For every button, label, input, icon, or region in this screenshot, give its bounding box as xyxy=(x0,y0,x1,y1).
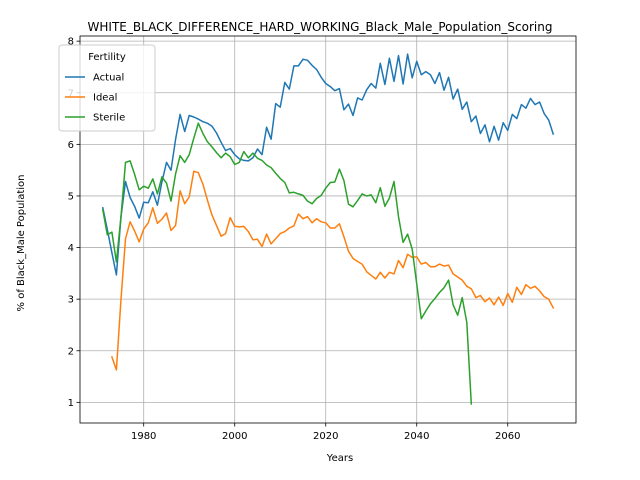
legend-title: Fertility xyxy=(88,52,126,63)
y-tick-label: 5 xyxy=(68,191,74,202)
legend-items: Actual Ideal Sterile xyxy=(65,73,125,124)
x-axis-label: Years xyxy=(326,453,353,464)
y-tick-label: 1 xyxy=(68,398,74,409)
y-tick-label: 4 xyxy=(68,243,74,254)
y-axis-label: % of Black_Male Population xyxy=(16,175,27,312)
legend-label-sterile: Sterile xyxy=(93,113,125,124)
x-tick-label: 1980 xyxy=(131,431,156,442)
series-line-sterile xyxy=(101,122,473,405)
legend: Fertility Actual Ideal Sterile xyxy=(58,44,156,132)
y-tick-label: 3 xyxy=(68,295,74,306)
x-tick-label: 2000 xyxy=(222,431,247,442)
y-tick-label: 8 xyxy=(68,37,74,48)
grid-lines xyxy=(80,36,576,423)
x-axis: 1980 2000 2020 2040 2060 xyxy=(131,423,520,442)
x-tick-label: 2060 xyxy=(495,431,520,442)
legend-box xyxy=(58,44,156,132)
series-layer xyxy=(101,53,555,405)
y-tick-label: 6 xyxy=(68,140,74,151)
x-tick-label: 2040 xyxy=(404,431,429,442)
series-line-actual xyxy=(101,53,555,276)
plot-frame xyxy=(79,35,577,424)
y-tick-label: 2 xyxy=(68,346,74,357)
legend-label-ideal: Ideal xyxy=(93,93,117,104)
series-line-ideal xyxy=(110,170,555,371)
legend-label-actual: Actual xyxy=(93,73,124,84)
x-tick-label: 2020 xyxy=(313,431,338,442)
chart-title: WHITE_BLACK_DIFFERENCE_HARD_WORKING_Blac… xyxy=(88,20,553,34)
